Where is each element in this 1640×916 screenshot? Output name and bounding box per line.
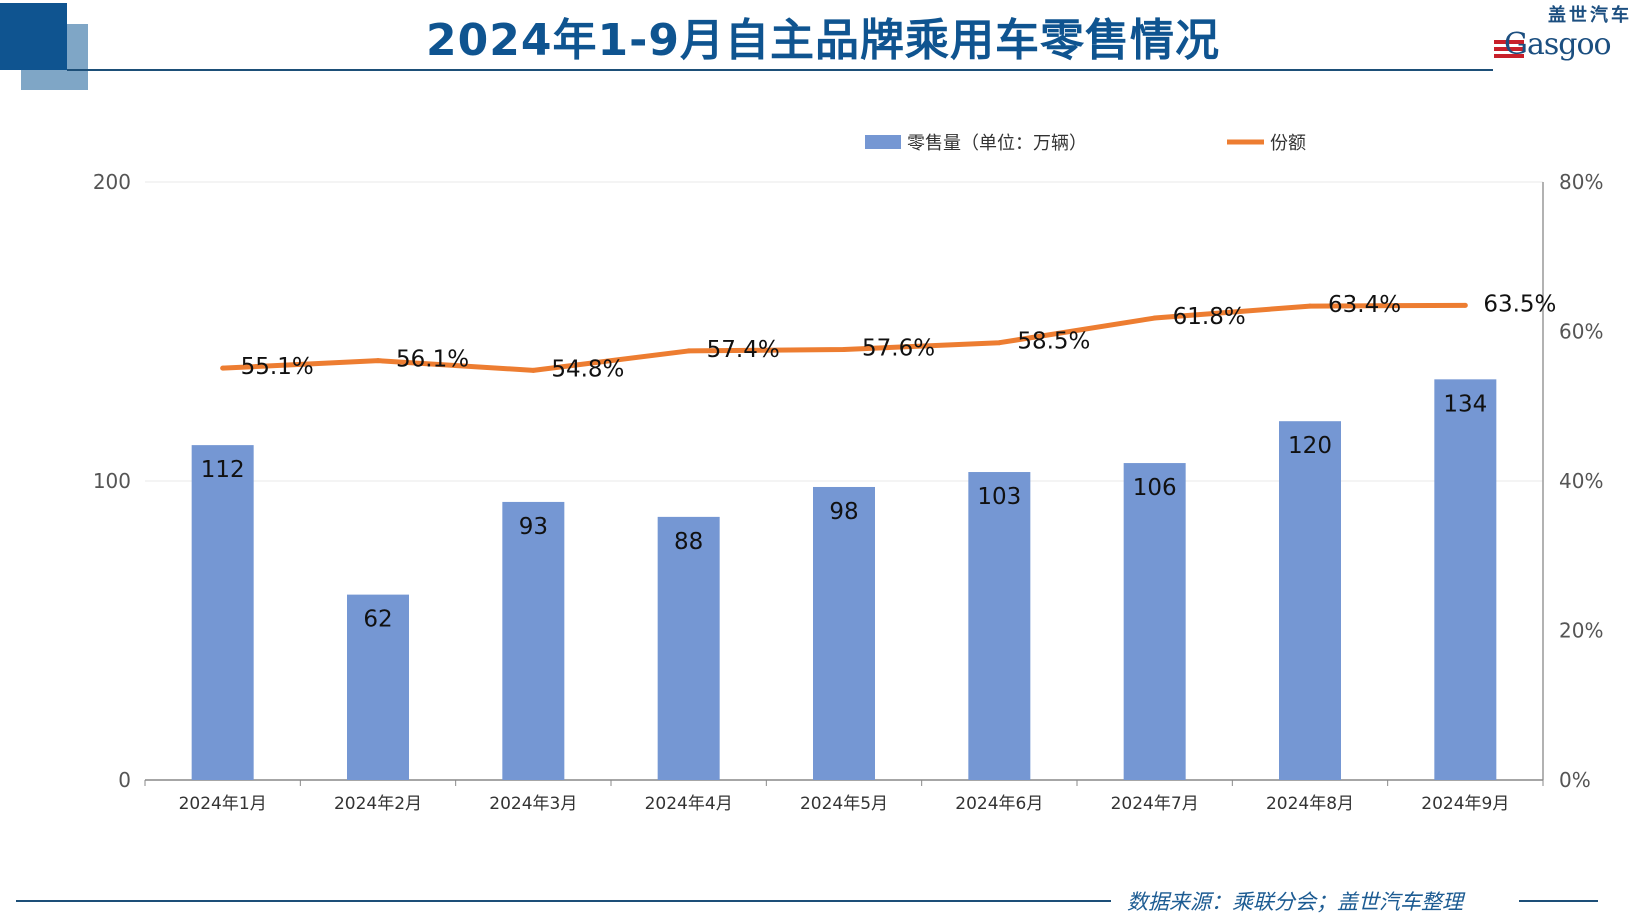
x-tick-label: 2024年2月 <box>334 794 422 814</box>
line-label: 63.4% <box>1328 292 1401 318</box>
x-tick-label: 2024年6月 <box>955 794 1043 814</box>
bar <box>347 594 409 780</box>
footer-source: 数据来源：乘联分会；盖世汽车整理 <box>1127 890 1463 914</box>
bar-label: 98 <box>829 499 858 525</box>
x-tick-label: 2024年3月 <box>489 794 577 814</box>
bar-label: 112 <box>201 457 245 483</box>
x-tick-label: 2024年8月 <box>1266 794 1354 814</box>
bar <box>813 486 875 780</box>
bar-label: 103 <box>977 484 1021 510</box>
y-right-tick: 0% <box>1559 768 1591 792</box>
x-tick-label: 2024年1月 <box>179 794 267 814</box>
header-divider <box>67 69 1493 71</box>
bar <box>191 445 254 780</box>
footer-line-left <box>16 900 1111 902</box>
bar <box>657 516 720 780</box>
line-label: 58.5% <box>1017 329 1090 355</box>
line-point <box>841 346 847 352</box>
line-point <box>686 348 692 354</box>
bar <box>1123 463 1186 780</box>
x-tick-label: 2024年5月 <box>800 794 888 814</box>
line-point <box>530 367 536 373</box>
bar <box>1434 379 1497 780</box>
footer-line-right <box>1519 900 1598 902</box>
bar-label: 106 <box>1133 475 1177 501</box>
gasgoo-logo: 盖世汽车 Gasgoo <box>1494 6 1640 72</box>
y-left-tick: 0 <box>118 768 131 792</box>
line-point <box>1307 303 1313 309</box>
y-right-tick: 40% <box>1559 469 1603 493</box>
line-label: 54.8% <box>551 356 624 382</box>
bar-label: 62 <box>363 607 392 633</box>
logo-stripes <box>1494 40 1524 61</box>
x-tick-label: 2024年7月 <box>1111 794 1199 814</box>
x-tick-label: 2024年4月 <box>645 794 733 814</box>
x-tick-label: 2024年9月 <box>1421 794 1509 814</box>
bar <box>1279 421 1341 780</box>
line-label: 61.8% <box>1173 304 1246 330</box>
bar-label: 134 <box>1443 391 1487 417</box>
line-label: 63.5% <box>1483 291 1556 317</box>
line-point <box>1152 315 1158 321</box>
logo-cn: 盖世汽车 <box>1548 5 1632 26</box>
logo-en: Gasgoo <box>1504 27 1612 62</box>
line-point <box>996 340 1002 346</box>
bar-label: 93 <box>519 514 548 540</box>
legend-bar-label: 零售量（单位：万辆） <box>907 133 1087 154</box>
y-right-tick: 20% <box>1559 619 1603 643</box>
bar-label: 88 <box>674 529 703 555</box>
line-point <box>375 358 381 364</box>
line-point <box>1462 302 1468 308</box>
y-right-tick: 80% <box>1559 170 1603 194</box>
page-title: 2024年1-9月自主品牌乘用车零售情况 <box>426 15 1220 66</box>
y-left-tick: 200 <box>93 170 131 194</box>
line-label: 57.4% <box>707 337 780 363</box>
y-right-tick: 60% <box>1559 320 1603 344</box>
bar-label: 120 <box>1288 433 1332 459</box>
legend-line-label: 份额 <box>1270 133 1306 154</box>
bar <box>502 501 565 780</box>
line-label: 55.1% <box>241 354 314 380</box>
legend-bar-swatch <box>865 135 901 149</box>
bar <box>968 472 1031 780</box>
line-point <box>220 365 226 371</box>
decor-square-dark <box>0 3 67 70</box>
line-label: 56.1% <box>396 347 469 373</box>
line-label: 57.6% <box>862 335 935 361</box>
y-left-tick: 100 <box>93 469 131 493</box>
